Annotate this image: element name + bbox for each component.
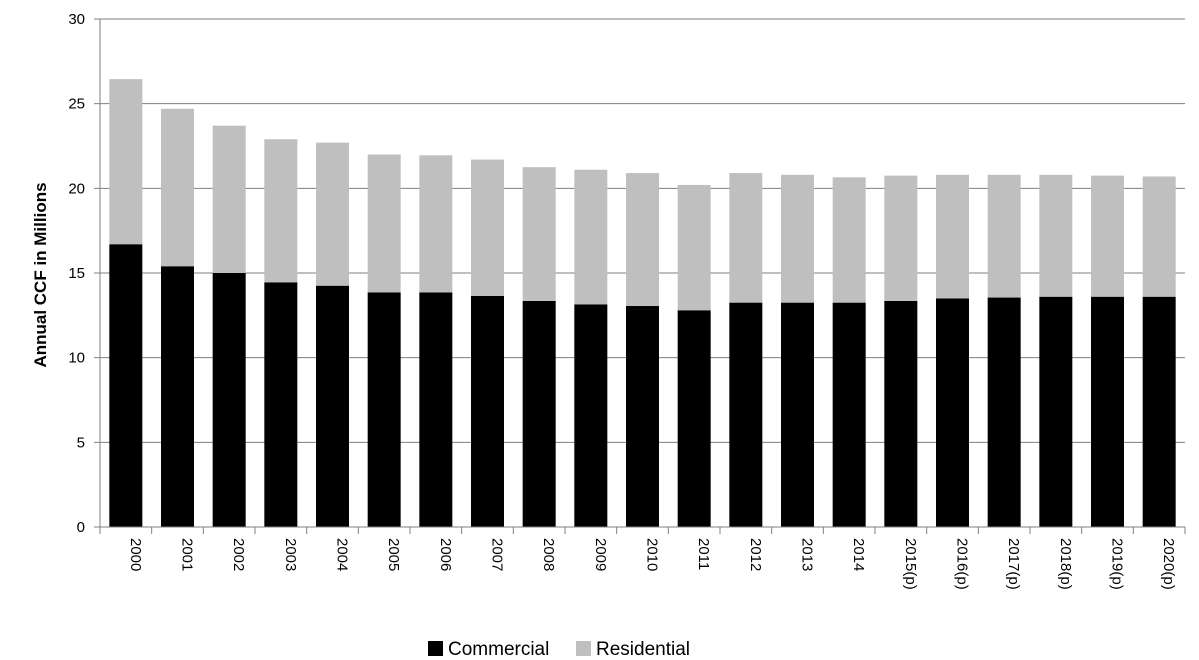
x-tick-labels: 2000 2001 2002 2003 2004 2005 2006 2007 2008 2009… (127, 538, 1177, 590)
x-tick-label: 2008 (540, 538, 557, 571)
bar-commercial-2011 (677, 310, 711, 527)
x-tick-label: 2012 (747, 538, 764, 571)
bar-residential-2001 (161, 108, 194, 267)
bar-residential-2013 (781, 174, 814, 303)
y-tick-label: 0 (77, 519, 85, 536)
bar-commercial-2006 (419, 292, 453, 527)
bars (109, 79, 1176, 527)
x-tick-label: 2020(p) (1160, 538, 1177, 590)
bar-residential-2018(p) (1039, 174, 1073, 297)
bar-residential-2011 (677, 184, 711, 311)
bar-residential-2005 (367, 154, 401, 293)
axes (99, 19, 1186, 534)
bar-commercial-2002 (212, 273, 246, 527)
y-axis-title: Annual CCF in Millions (31, 182, 50, 367)
y-tick-label: 15 (68, 265, 85, 282)
x-tick-label: 2011 (695, 538, 712, 570)
bar-commercial-2007 (471, 295, 504, 527)
bar-commercial-2013 (781, 302, 814, 527)
bar-commercial-2000 (109, 244, 143, 527)
x-tick-label: 2017(p) (1005, 538, 1022, 590)
y-tick-label: 10 (68, 350, 85, 367)
bar-residential-2010 (626, 173, 659, 307)
x-tick-label: 2001 (179, 538, 196, 571)
bar-commercial-2019(p) (1091, 296, 1124, 527)
y-tick-labels: 0 5 10 15 20 25 30 (68, 11, 85, 536)
x-tick-label: 2005 (385, 538, 402, 571)
bar-commercial-2005 (367, 292, 401, 527)
bar-commercial-2017(p) (987, 297, 1021, 527)
x-tick-label: 2015(p) (902, 538, 919, 590)
bar-residential-2008 (522, 167, 556, 301)
x-tick-label: 2018(p) (1057, 538, 1074, 590)
y-tick-label: 5 (77, 434, 85, 451)
bar-residential-2006 (419, 155, 453, 293)
y-tick-label: 25 (68, 96, 85, 113)
bar-residential-2000 (109, 79, 143, 245)
x-tick-label: 2002 (230, 538, 247, 571)
bar-commercial-2009 (574, 304, 608, 527)
x-tick-label: 2013 (799, 538, 816, 571)
legend-label: Commercial (448, 639, 549, 660)
y-tick-label: 20 (68, 180, 85, 197)
x-tick-label: 2000 (127, 538, 144, 571)
legend-label: Residential (596, 639, 690, 660)
bar-residential-2007 (471, 159, 504, 296)
bar-commercial-2010 (626, 306, 659, 527)
x-tick-label: 2006 (437, 538, 454, 571)
x-tick-label: 2016(p) (954, 538, 971, 590)
bar-commercial-2001 (161, 266, 194, 527)
x-tick-label: 2004 (334, 538, 351, 571)
legend-swatch-residential (576, 641, 591, 656)
x-tick-label: 2010 (644, 538, 661, 571)
legend-swatch-commercial (428, 641, 443, 656)
y-tick-label: 30 (68, 11, 85, 28)
bar-commercial-2012 (729, 302, 763, 527)
bar-residential-2012 (729, 173, 763, 303)
bar-residential-2019(p) (1091, 175, 1124, 297)
x-tick-label: 2019(p) (1109, 538, 1126, 590)
bar-residential-2004 (316, 142, 349, 286)
bar-commercial-2014 (832, 302, 866, 527)
bar-commercial-2018(p) (1039, 296, 1073, 527)
legend: Commercial Residential (428, 639, 690, 660)
bar-residential-2009 (574, 169, 608, 305)
x-tick-label: 2007 (489, 538, 506, 571)
x-tick-label: 2009 (592, 538, 609, 571)
bar-residential-2002 (212, 125, 246, 274)
bar-commercial-2008 (522, 300, 556, 527)
bar-commercial-2015(p) (884, 300, 918, 527)
bar-residential-2020(p) (1142, 176, 1176, 297)
bar-residential-2016(p) (936, 174, 969, 299)
bar-commercial-2003 (264, 282, 298, 527)
bar-commercial-2016(p) (936, 298, 969, 527)
bar-residential-2015(p) (884, 175, 918, 301)
x-tick-label: 2003 (282, 538, 299, 571)
bar-residential-2017(p) (987, 174, 1021, 298)
bar-commercial-2004 (316, 285, 349, 527)
bar-commercial-2020(p) (1142, 296, 1176, 527)
x-tick-label: 2014 (850, 538, 867, 571)
bar-residential-2014 (832, 177, 866, 303)
bar-residential-2003 (264, 139, 298, 283)
